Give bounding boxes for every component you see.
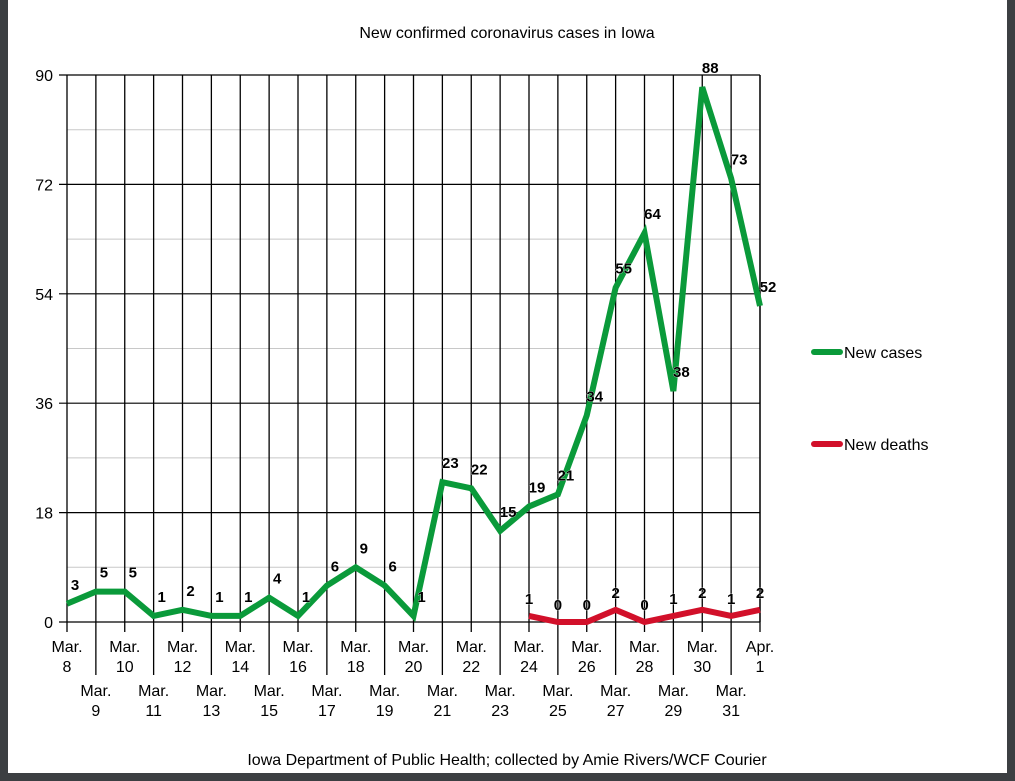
- data-label: 0: [554, 597, 562, 614]
- x-tick-label-day: 19: [376, 703, 394, 720]
- data-label: 2: [611, 585, 619, 602]
- x-tick-label-month: Mar.: [542, 683, 573, 700]
- data-label: 0: [583, 597, 591, 614]
- data-label: 19: [529, 480, 546, 497]
- x-tick-label-day: 23: [491, 703, 509, 720]
- x-tick-label-day: 21: [433, 703, 451, 720]
- data-label: 1: [157, 589, 165, 606]
- data-label: 2: [698, 585, 706, 602]
- x-tick-label-month: Mar.: [687, 639, 718, 656]
- x-tick-label-day: 11: [145, 703, 162, 720]
- y-tick-label: 0: [44, 615, 53, 632]
- x-tick-label-day: 26: [578, 659, 596, 676]
- x-tick-label-day: 27: [607, 703, 625, 720]
- x-tick-label-month: Mar.: [109, 639, 140, 656]
- data-label: 1: [302, 589, 310, 606]
- x-tick-label-day: 30: [693, 659, 711, 676]
- data-label: 55: [615, 261, 632, 278]
- data-label: 6: [331, 559, 339, 576]
- x-tick-label-day: 25: [549, 703, 567, 720]
- x-tick-label-month: Mar.: [456, 639, 487, 656]
- y-tick-label: 36: [35, 396, 53, 413]
- x-tick-label-month: Mar.: [485, 683, 516, 700]
- x-tick-label-day: 9: [91, 703, 100, 720]
- data-label: 22: [471, 461, 488, 478]
- data-label: 1: [417, 589, 425, 606]
- data-label: 15: [500, 504, 517, 521]
- x-tick-label-month: Mar.: [340, 639, 371, 656]
- y-tick-label: 54: [35, 287, 53, 304]
- x-tick-label-day: 18: [347, 659, 365, 676]
- data-label: 73: [731, 151, 748, 168]
- data-label: 0: [640, 597, 648, 614]
- data-label: 1: [669, 591, 677, 608]
- legend-label: New deaths: [844, 437, 929, 454]
- data-label: 9: [360, 540, 368, 557]
- x-tick-label-day: 28: [636, 659, 654, 676]
- data-label: 52: [760, 279, 777, 296]
- x-tick-label-month: Mar.: [600, 683, 631, 700]
- y-tick-label: 18: [35, 506, 53, 523]
- x-tick-label-day: 16: [289, 659, 307, 676]
- data-label: 2: [756, 585, 764, 602]
- x-tick-label-month: Mar.: [254, 683, 285, 700]
- x-tick-label-day: 1: [756, 659, 765, 676]
- data-label: 4: [273, 571, 282, 588]
- y-tick-label: 90: [35, 68, 53, 85]
- data-label: 6: [388, 559, 396, 576]
- x-tick-label-day: 17: [318, 703, 336, 720]
- x-tick-label-month: Mar.: [138, 683, 169, 700]
- x-tick-label-month: Mar.: [629, 639, 660, 656]
- series-line-new-deaths: [528, 606, 761, 626]
- x-tick-label-month: Mar.: [51, 639, 82, 656]
- data-label: 3: [71, 577, 79, 594]
- x-tick-label-month: Mar.: [369, 683, 400, 700]
- data-label: 2: [186, 583, 194, 600]
- x-tick-label-month: Mar.: [513, 639, 544, 656]
- source-note: Iowa Department of Public Health; collec…: [247, 752, 767, 769]
- x-tick-label-month: Mar.: [311, 683, 342, 700]
- series-line-new-cases: [65, 86, 763, 623]
- x-tick-label-month: Mar.: [225, 639, 256, 656]
- x-tick-label-month: Mar.: [658, 683, 689, 700]
- data-label: 1: [215, 589, 223, 606]
- x-tick-label-month: Mar.: [167, 639, 198, 656]
- x-tick-label-day: 22: [462, 659, 480, 676]
- x-tick-label-day: 8: [63, 659, 72, 676]
- x-tick-label-month: Mar.: [716, 683, 747, 700]
- chart-page: New confirmed coronavirus cases in Iowa 0…: [8, 0, 1007, 773]
- x-tick-label-month: Apr.: [746, 639, 774, 656]
- x-tick-label-day: 12: [174, 659, 192, 676]
- x-tick-label-month: Mar.: [80, 683, 111, 700]
- x-tick-label-day: 15: [260, 703, 278, 720]
- x-tick-label-day: 31: [722, 703, 740, 720]
- data-label: 34: [586, 388, 603, 405]
- data-label: 1: [727, 591, 735, 608]
- data-label: 1: [525, 591, 533, 608]
- x-tick-label-month: Mar.: [398, 639, 429, 656]
- x-tick-label-day: 20: [405, 659, 423, 676]
- chart-title: New confirmed coronavirus cases in Iowa: [359, 25, 654, 42]
- x-tick-label-month: Mar.: [427, 683, 458, 700]
- data-label: 5: [100, 565, 108, 582]
- x-tick-label-day: 24: [520, 659, 538, 676]
- x-tick-label-month: Mar.: [196, 683, 227, 700]
- data-label: 1: [244, 589, 252, 606]
- x-tick-label-month: Mar.: [571, 639, 602, 656]
- x-tick-label-day: 10: [116, 659, 134, 676]
- x-tick-label-day: 13: [202, 703, 220, 720]
- x-tick-label-day: 29: [664, 703, 682, 720]
- legend-label: New cases: [844, 345, 922, 362]
- data-label: 38: [673, 364, 690, 381]
- x-tick-label-day: 14: [231, 659, 249, 676]
- data-label: 21: [558, 467, 575, 484]
- data-label: 5: [129, 565, 137, 582]
- data-label: 88: [702, 60, 719, 77]
- data-label: 23: [442, 455, 459, 472]
- x-tick-label-month: Mar.: [282, 639, 313, 656]
- data-label: 64: [644, 206, 661, 223]
- line-chart: New confirmed coronavirus cases in Iowa 0…: [35, 25, 929, 769]
- y-tick-label: 72: [35, 177, 53, 194]
